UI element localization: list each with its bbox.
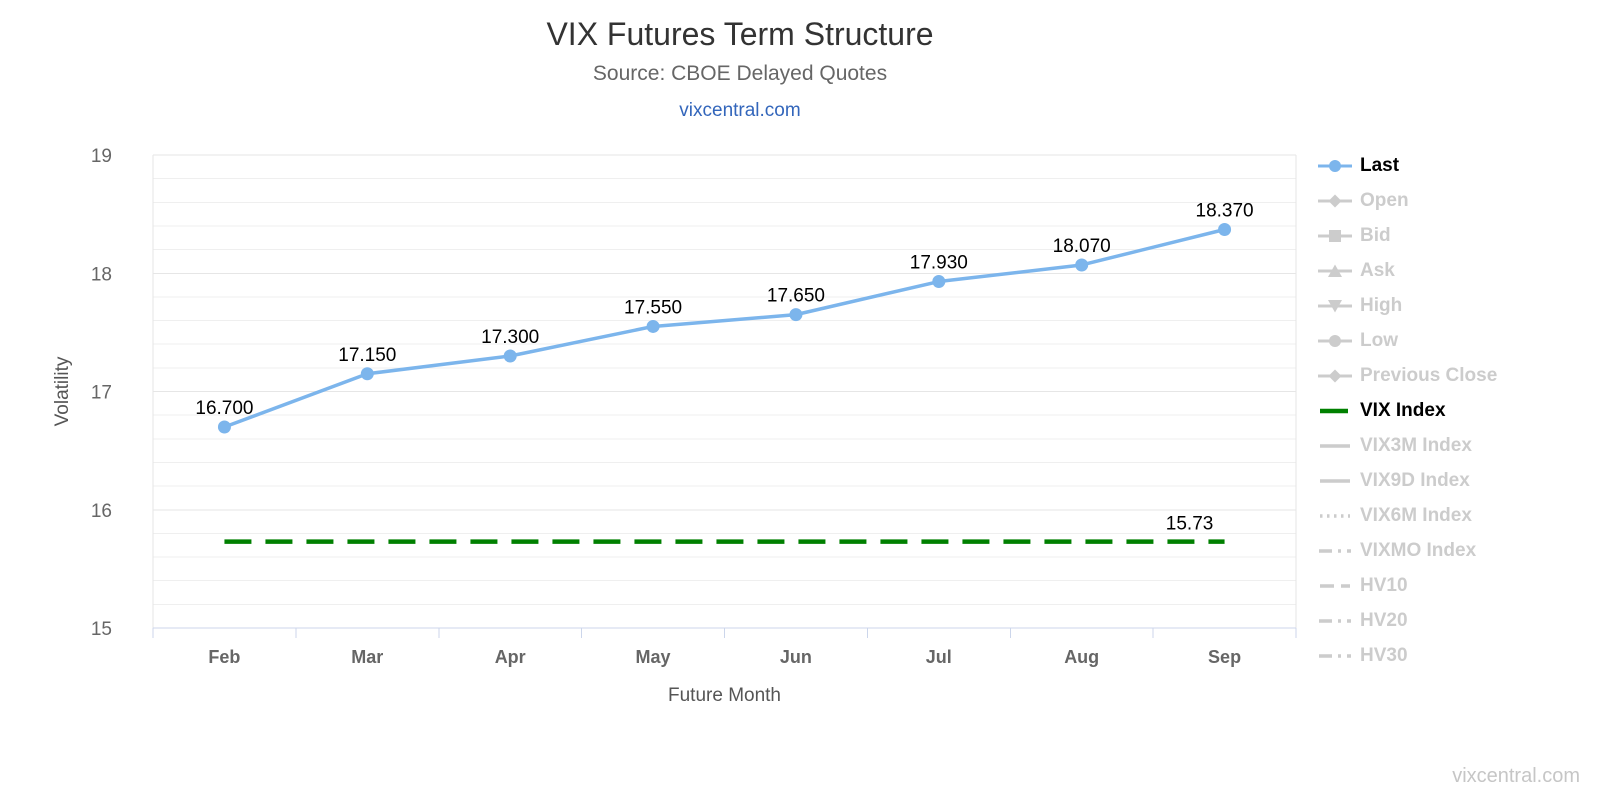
chart-subtitle: Source: CBOE Delayed Quotes — [592, 62, 888, 85]
dash-icon — [1320, 408, 1348, 413]
legend-label: HV30 — [1360, 644, 1408, 666]
x-axis-category-label: Jun — [780, 647, 812, 667]
legend-label: Bid — [1360, 224, 1391, 246]
header-link-row: vixcentral.com — [0, 100, 1480, 122]
legend-item-low[interactable]: Low — [1318, 323, 1497, 358]
last-series-point-apr[interactable] — [503, 349, 517, 363]
last-series-data-label: 16.700 — [195, 398, 253, 419]
legend-label: HV10 — [1360, 574, 1408, 596]
last-series-point-jun[interactable] — [789, 308, 803, 322]
x-axis-category-label: Mar — [351, 647, 383, 667]
legend-item-hv30[interactable]: HV30 — [1318, 638, 1497, 673]
last-series-line — [222, 227, 1227, 429]
legend-item-vix3m-index[interactable]: VIX3M Index — [1318, 428, 1497, 463]
legend-label: VIX3M Index — [1360, 434, 1472, 456]
last-series-point-feb[interactable] — [217, 420, 231, 434]
x-axis-category-label: Sep — [1208, 647, 1241, 667]
legend-item-last[interactable]: Last — [1318, 148, 1497, 183]
x-axis-category-label: Feb — [208, 647, 240, 667]
y-axis-tick-label: 16 — [91, 501, 112, 522]
legend-item-open[interactable]: Open — [1318, 183, 1497, 218]
legend-label: High — [1360, 294, 1403, 316]
y-axis-tick-label: 15 — [91, 619, 112, 640]
dash-dot-icon — [1319, 653, 1351, 658]
line-icon — [1320, 443, 1350, 448]
x-axis-category-label: Apr — [495, 647, 526, 667]
last-series-point-jul[interactable] — [932, 275, 946, 289]
legend-item-vixmo-index[interactable]: VIXMO Index — [1318, 533, 1497, 568]
y-axis-tick-label: 17 — [91, 383, 112, 404]
legend-label: Last — [1360, 154, 1400, 176]
credits-link[interactable]: vixcentral.com — [1452, 765, 1580, 787]
legend-label: Ask — [1360, 259, 1395, 281]
last-series-data-label: 17.650 — [767, 286, 825, 307]
legend-item-vix9d-index[interactable]: VIX9D Index — [1318, 463, 1497, 498]
last-series-data-label: 17.550 — [624, 297, 682, 318]
x-axis-category-label: Aug — [1064, 647, 1099, 667]
line-square-icon — [1318, 229, 1352, 242]
chart-header: VIX Futures Term Structure Source: CBOE … — [0, 16, 1480, 122]
legend-item-vix6m-index[interactable]: VIX6M Index — [1318, 498, 1497, 533]
legend-item-bid[interactable]: Bid — [1318, 218, 1497, 253]
last-series-data-label: 18.070 — [1053, 236, 1111, 257]
last-series-point-sep[interactable] — [1218, 222, 1232, 236]
x-axis-category-label: May — [636, 647, 671, 667]
short-dash-icon — [1320, 583, 1350, 588]
legend-item-previous-close[interactable]: Previous Close — [1318, 358, 1497, 393]
legend-item-ask[interactable]: Ask — [1318, 253, 1497, 288]
line-diamond-icon — [1318, 194, 1352, 207]
dash-dot-icon — [1319, 548, 1351, 553]
last-series-data-label: 17.930 — [910, 253, 968, 274]
chart-title: VIX Futures Term Structure — [546, 16, 934, 52]
legend-label: HV20 — [1360, 609, 1408, 631]
line-icon — [1320, 478, 1350, 483]
last-series-data-label: 17.150 — [338, 345, 396, 366]
last-series-point-aug[interactable] — [1075, 258, 1089, 272]
legend-label: VIXMO Index — [1360, 539, 1477, 561]
legend-item-vix-index[interactable]: VIX Index — [1318, 393, 1497, 428]
last-series-point-mar[interactable] — [360, 367, 374, 381]
legend-item-hv10[interactable]: HV10 — [1318, 568, 1497, 603]
line-triangle-down-icon — [1318, 299, 1352, 312]
legend: Last Open Bid Ask High Low Previous Close VIX I… — [1318, 148, 1497, 673]
legend-label: Low — [1360, 329, 1398, 351]
legend-item-high[interactable]: High — [1318, 288, 1497, 323]
vixcentral-link[interactable]: vixcentral.com — [679, 100, 801, 121]
last-series-data-label: 18.370 — [1196, 200, 1254, 221]
line-triangle-up-icon — [1318, 264, 1352, 277]
dotted-icon — [1320, 513, 1350, 518]
legend-label: Previous Close — [1360, 364, 1498, 386]
legend-item-hv20[interactable]: HV20 — [1318, 603, 1497, 638]
last-series-point-may[interactable] — [646, 319, 660, 333]
vix-index-data-label: 15.73 — [1166, 514, 1214, 535]
legend-label: VIX9D Index — [1360, 469, 1470, 491]
legend-label: Open — [1360, 189, 1409, 211]
y-axis-tick-label: 19 — [91, 146, 112, 167]
y-axis-title: Volatility — [52, 356, 73, 426]
y-axis-tick-label: 18 — [91, 264, 112, 285]
dash-dot-icon — [1319, 618, 1351, 623]
x-axis-category-label: Jul — [926, 647, 952, 667]
legend-label: VIX Index — [1360, 399, 1446, 421]
legend-label: VIX6M Index — [1360, 504, 1472, 526]
last-series-data-label: 17.300 — [481, 327, 539, 348]
line-circle-icon — [1318, 159, 1352, 172]
x-axis-title: Future Month — [668, 685, 781, 706]
line-circle-solid-icon — [1318, 334, 1352, 347]
line-diamond-icon — [1318, 369, 1352, 382]
